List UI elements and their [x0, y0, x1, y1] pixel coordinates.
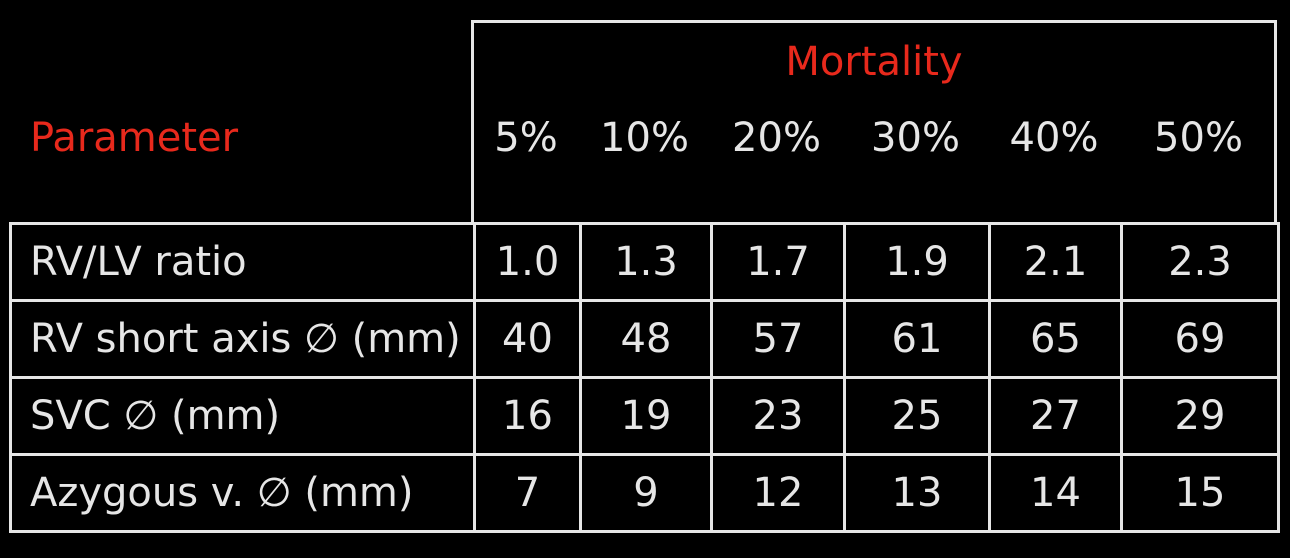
row-label: RV/LV ratio: [9, 222, 476, 302]
table-cell: 2.1: [988, 222, 1123, 302]
table-cell: 25: [843, 376, 991, 456]
table-row: RV short axis ∅ (mm) 40 48 57 61 65 69: [9, 299, 1280, 379]
column-header-20-percent: 20%: [732, 115, 821, 161]
parameter-heading: Parameter: [30, 115, 239, 161]
table-cell: 40: [473, 299, 582, 379]
table-cell: 61: [843, 299, 991, 379]
table-cell: 57: [710, 299, 846, 379]
table-cell: 7: [473, 453, 582, 533]
column-header-50-percent: 50%: [1154, 115, 1243, 161]
table-cell: 65: [988, 299, 1123, 379]
table-cell: 14: [988, 453, 1123, 533]
table-cell: 27: [988, 376, 1123, 456]
table-row: SVC ∅ (mm) 16 19 23 25 27 29: [9, 376, 1280, 456]
table-cell: 29: [1120, 376, 1280, 456]
table-cell: 15: [1120, 453, 1280, 533]
table-cell: 9: [579, 453, 713, 533]
table-cell: 16: [473, 376, 582, 456]
table-cell: 13: [843, 453, 991, 533]
table-cell: 1.9: [843, 222, 991, 302]
mortality-table: RV/LV ratio 1.0 1.3 1.7 1.9 2.1 2.3 RV s…: [9, 222, 1280, 533]
table-cell: 12: [710, 453, 846, 533]
column-header-30-percent: 30%: [871, 115, 960, 161]
row-label: RV short axis ∅ (mm): [9, 299, 476, 379]
mortality-heading: Mortality: [785, 39, 963, 85]
row-label: SVC ∅ (mm): [9, 376, 476, 456]
table-cell: 23: [710, 376, 846, 456]
mortality-header-box: [471, 20, 1277, 224]
row-label: Azygous v. ∅ (mm): [9, 453, 476, 533]
table-cell: 19: [579, 376, 713, 456]
table-cell: 69: [1120, 299, 1280, 379]
table-cell: 1.0: [473, 222, 582, 302]
column-header-10-percent: 10%: [600, 115, 689, 161]
table-row: RV/LV ratio 1.0 1.3 1.7 1.9 2.1 2.3: [9, 222, 1280, 302]
table-cell: 48: [579, 299, 713, 379]
table-cell: 1.7: [710, 222, 846, 302]
table-row: Azygous v. ∅ (mm) 7 9 12 13 14 15: [9, 453, 1280, 533]
table-cell: 1.3: [579, 222, 713, 302]
column-header-5-percent: 5%: [494, 115, 558, 161]
column-header-40-percent: 40%: [1009, 115, 1099, 161]
table-cell: 2.3: [1120, 222, 1280, 302]
